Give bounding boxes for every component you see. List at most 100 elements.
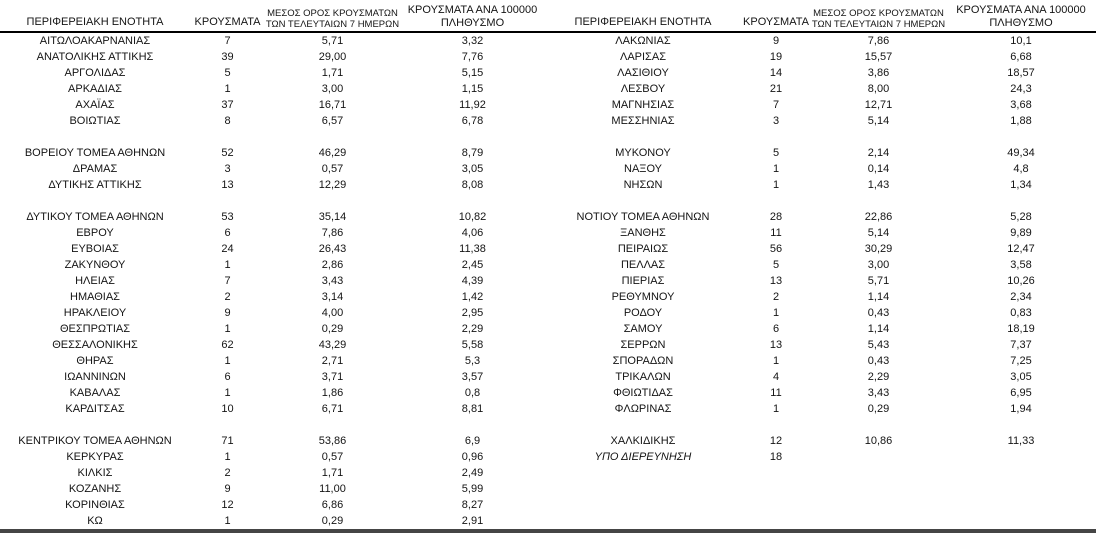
right-avg7-cell: 5,14 (867, 227, 890, 239)
left-region-cell: ΚΙΛΚΙΣ (77, 467, 113, 479)
right-per100k-cell: 7,37 (1010, 339, 1032, 351)
right-region-cell: ΛΑΣΙΘΙΟΥ (617, 67, 669, 79)
left-avg7-header-line1: ΜΕΣΟΣ ΟΡΟΣ ΚΡΟΥΣΜΑΤΩΝ (267, 8, 398, 19)
table-row: ΚΑΒΑΛΑΣ 1 1,86 0,8 ΦΘΙΩΤΙΔΑΣ 11 3,43 6,95 (0, 385, 1096, 401)
left-avg7-cell: 0,57 (321, 451, 344, 463)
left-cases-cell: 5 (224, 67, 231, 79)
right-cases-cell (741, 497, 811, 513)
left-per100k-cell: 0,8 (464, 387, 481, 399)
table-row: ΘΗΡΑΣ 1 2,71 5,3 ΣΠΟΡΑΔΩΝ 1 0,43 7,25 (0, 353, 1096, 369)
right-per100k-cell: 1,88 (1010, 115, 1032, 127)
left-region-cell (0, 129, 190, 145)
left-avg7-cell (265, 129, 400, 145)
table-row: ΑΙΤΩΛΟΑΚΑΡΝΑΝΙΑΣ 7 5,71 3,32 ΛΑΚΩΝΙΑΣ 9 7,86 10… (0, 32, 1096, 49)
left-cases-cell: 1 (224, 387, 231, 399)
right-avg7-header: ΜΕΣΟΣ ΟΡΟΣ ΚΡΟΥΣΜΑΤΩΝ ΤΩΝ ΤΕΛΕΥΤΑΙΩΝ 7 Η… (811, 2, 946, 33)
right-per100k-cell: 10,1 (1010, 35, 1032, 47)
right-per100k-cell: 1,94 (1010, 403, 1032, 415)
right-region-cell: ΜΕΣΣΗΝΙΑΣ (611, 115, 675, 127)
right-cases-cell (741, 465, 811, 481)
left-avg7-cell: 26,43 (318, 243, 347, 255)
right-region-cell: ΣΠΟΡΑΔΩΝ (612, 355, 674, 367)
right-avg7-cell: 12,71 (864, 99, 893, 111)
right-avg7-cell: 0,14 (867, 163, 890, 175)
left-region-cell: ΒΟΡΕΙΟΥ ΤΟΜΕΑ ΑΘΗΝΩΝ (24, 147, 166, 159)
left-region-cell: ΗΜΑΘΙΑΣ (70, 291, 120, 303)
left-per100k-cell: 10,82 (458, 211, 487, 223)
left-region-cell: ΚΩ (87, 515, 103, 527)
right-region-cell: ΛΑΡΙΣΑΣ (619, 51, 666, 63)
right-region-cell: ΦΛΩΡΙΝΑΣ (614, 403, 672, 415)
left-per100k-cell: 0,96 (461, 451, 484, 463)
right-avg7-cell: 1,43 (867, 179, 890, 191)
left-per100k-cell: 5,58 (461, 339, 484, 351)
table-row: ΒΟΡΕΙΟΥ ΤΟΜΕΑ ΑΘΗΝΩΝ 52 46,29 8,79 ΜΥΚΟΝΟΥ 5 2… (0, 145, 1096, 161)
right-region-cell: ΜΥΚΟΝΟΥ (615, 147, 671, 159)
right-avg7-cell (811, 465, 946, 481)
left-region-cell: ΗΛΕΙΑΣ (75, 275, 115, 287)
table-row: ΒΟΙΩΤΙΑΣ 8 6,57 6,78 ΜΕΣΣΗΝΙΑΣ 3 5,14 1,88 (0, 113, 1096, 129)
table-row: ΔΥΤΙΚΟΥ ΤΟΜΕΑ ΑΘΗΝΩΝ 53 35,14 10,82 ΝΟΤΙΟΥ Τ… (0, 209, 1096, 225)
right-cases-cell (741, 193, 811, 209)
regional-cases-table: ΠΕΡΙΦΕΡΕΙΑΚΗ ΕΝΟΤΗΤΑ ΚΡΟΥΣΜΑΤΑ ΜΕΣΟΣ ΟΡΟ… (0, 2, 1096, 533)
right-avg7-cell: 1,14 (867, 291, 890, 303)
left-cases-cell: 2 (224, 291, 231, 303)
left-per100k-cell: 4,39 (461, 275, 484, 287)
left-avg7-cell (265, 193, 400, 209)
right-cases-header: ΚΡΟΥΣΜΑΤΑ (741, 2, 811, 33)
right-per100k-header-line1: ΚΡΟΥΣΜΑΤΑ ΑΝΑ 100000 (956, 4, 1086, 16)
left-cases-cell: 1 (224, 259, 231, 271)
right-per100k-cell (946, 513, 1096, 531)
left-avg7-cell: 11,00 (319, 483, 346, 495)
left-avg7-cell: 3,71 (321, 371, 344, 383)
right-region-cell: ΛΑΚΩΝΙΑΣ (615, 35, 671, 47)
right-cases-cell: 18 (769, 451, 783, 463)
left-region-cell: ΚΑΡΔΙΤΣΑΣ (65, 403, 125, 415)
left-cases-cell (190, 193, 265, 209)
right-cases-cell: 3 (772, 115, 780, 127)
table-row: ΚΕΝΤΡΙΚΟΥ ΤΟΜΕΑ ΑΘΗΝΩΝ 71 53,86 6,9 ΧΑΛΚΙΔΙΚ… (0, 433, 1096, 449)
right-avg7-cell: 0,29 (867, 403, 890, 415)
left-per100k-cell: 2,29 (461, 323, 484, 335)
right-cases-cell (741, 417, 811, 433)
right-region-cell: ΥΠΟ ΔΙΕΡΕΥΝΗΣΗ (594, 451, 692, 463)
table-row: ΘΕΣΠΡΩΤΙΑΣ 1 0,29 2,29 ΣΑΜΟΥ 6 1,14 18,19 (0, 321, 1096, 337)
left-avg7-cell: 6,86 (321, 499, 344, 511)
left-avg7-cell: 16,71 (318, 99, 347, 111)
right-avg7-cell: 3,43 (867, 387, 890, 399)
table-row: ΔΡΑΜΑΣ 3 0,57 3,05 ΝΑΞΟΥ 1 0,14 4,8 (0, 161, 1096, 177)
left-cases-cell: 71 (221, 435, 234, 447)
right-region-cell (545, 465, 741, 481)
left-avg7-cell: 1,86 (321, 387, 344, 399)
right-avg7-cell (811, 193, 946, 209)
right-region-cell: ΣΕΡΡΩΝ (620, 339, 666, 351)
right-per100k-header: ΚΡΟΥΣΜΑΤΑ ΑΝΑ 100000 ΠΛΗΘΥΣΜΟ (946, 2, 1096, 33)
left-cases-cell: 1 (224, 355, 231, 367)
left-avg7-cell: 3,43 (321, 275, 344, 287)
left-cases-cell: 24 (221, 243, 234, 255)
left-cases-cell: 1 (224, 451, 231, 463)
left-cases-cell: 53 (221, 211, 234, 223)
right-avg7-cell: 22,86 (864, 211, 893, 223)
left-avg7-cell: 53,86 (318, 435, 347, 447)
left-per100k-cell (400, 129, 545, 145)
right-cases-cell: 5 (772, 147, 780, 159)
right-cases-cell: 1 (772, 307, 780, 319)
right-region-cell: ΦΘΙΩΤΙΔΑΣ (613, 387, 673, 399)
left-avg7-cell: 1,71 (321, 67, 344, 79)
left-avg7-cell: 3,14 (321, 291, 344, 303)
left-region-cell: ΒΟΙΩΤΙΑΣ (69, 115, 121, 127)
left-avg7-cell: 2,86 (321, 259, 344, 271)
left-per100k-cell: 5,99 (461, 483, 484, 495)
left-avg7-cell: 5,71 (321, 35, 344, 47)
left-cases-cell: 1 (224, 83, 231, 95)
left-region-cell: ΘΗΡΑΣ (76, 355, 114, 367)
right-per100k-cell: 0,83 (1010, 307, 1032, 319)
left-per100k-header-line1: ΚΡΟΥΣΜΑΤΑ ΑΝΑ 100000 (407, 4, 538, 16)
right-region-cell (545, 497, 741, 513)
table-row: ΑΧΑΪΑΣ 37 16,71 11,92 ΜΑΓΝΗΣΙΑΣ 7 12,71 3,68 (0, 97, 1096, 113)
right-region-cell: ΠΕΛΛΑΣ (620, 259, 666, 271)
left-cases-cell: 13 (221, 179, 234, 191)
right-region-cell: ΝΑΞΟΥ (624, 163, 662, 175)
